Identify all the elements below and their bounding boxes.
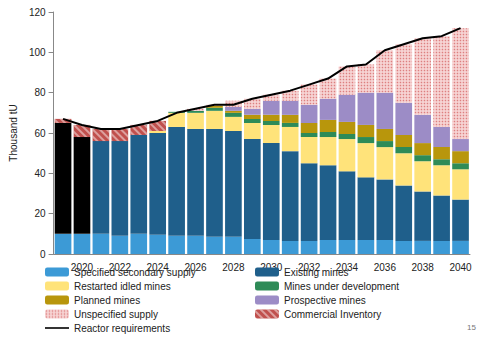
svg-text:Specified secondary supply: Specified secondary supply: [74, 267, 196, 278]
svg-text:120: 120: [29, 7, 46, 18]
svg-text:Existing mines: Existing mines: [284, 267, 348, 278]
svg-text:Prospective mines: Prospective mines: [284, 295, 366, 306]
svg-text:40: 40: [34, 168, 46, 179]
svg-text:Planned mines: Planned mines: [74, 295, 140, 306]
svg-text:2030: 2030: [260, 261, 283, 273]
svg-text:Mines under development: Mines under development: [284, 281, 399, 292]
svg-text:Thousand tU: Thousand tU: [8, 104, 19, 161]
svg-text:20: 20: [34, 208, 46, 219]
svg-text:2026: 2026: [184, 261, 207, 273]
svg-text:2040: 2040: [449, 262, 472, 273]
svg-text:60: 60: [34, 128, 46, 139]
svg-text:Reactor requirements: Reactor requirements: [74, 323, 170, 334]
svg-text:Restarted idled mines: Restarted idled mines: [74, 281, 171, 292]
svg-text:Commercial Inventory: Commercial Inventory: [284, 309, 381, 320]
svg-text:100: 100: [29, 47, 46, 58]
svg-text:0: 0: [40, 249, 46, 260]
svg-text:80: 80: [34, 87, 46, 98]
svg-text:15: 15: [467, 323, 476, 332]
svg-text:Unspecified supply: Unspecified supply: [74, 309, 158, 320]
svg-text:2036: 2036: [374, 262, 397, 273]
svg-text:2028: 2028: [222, 262, 245, 273]
svg-text:2038: 2038: [412, 262, 435, 273]
